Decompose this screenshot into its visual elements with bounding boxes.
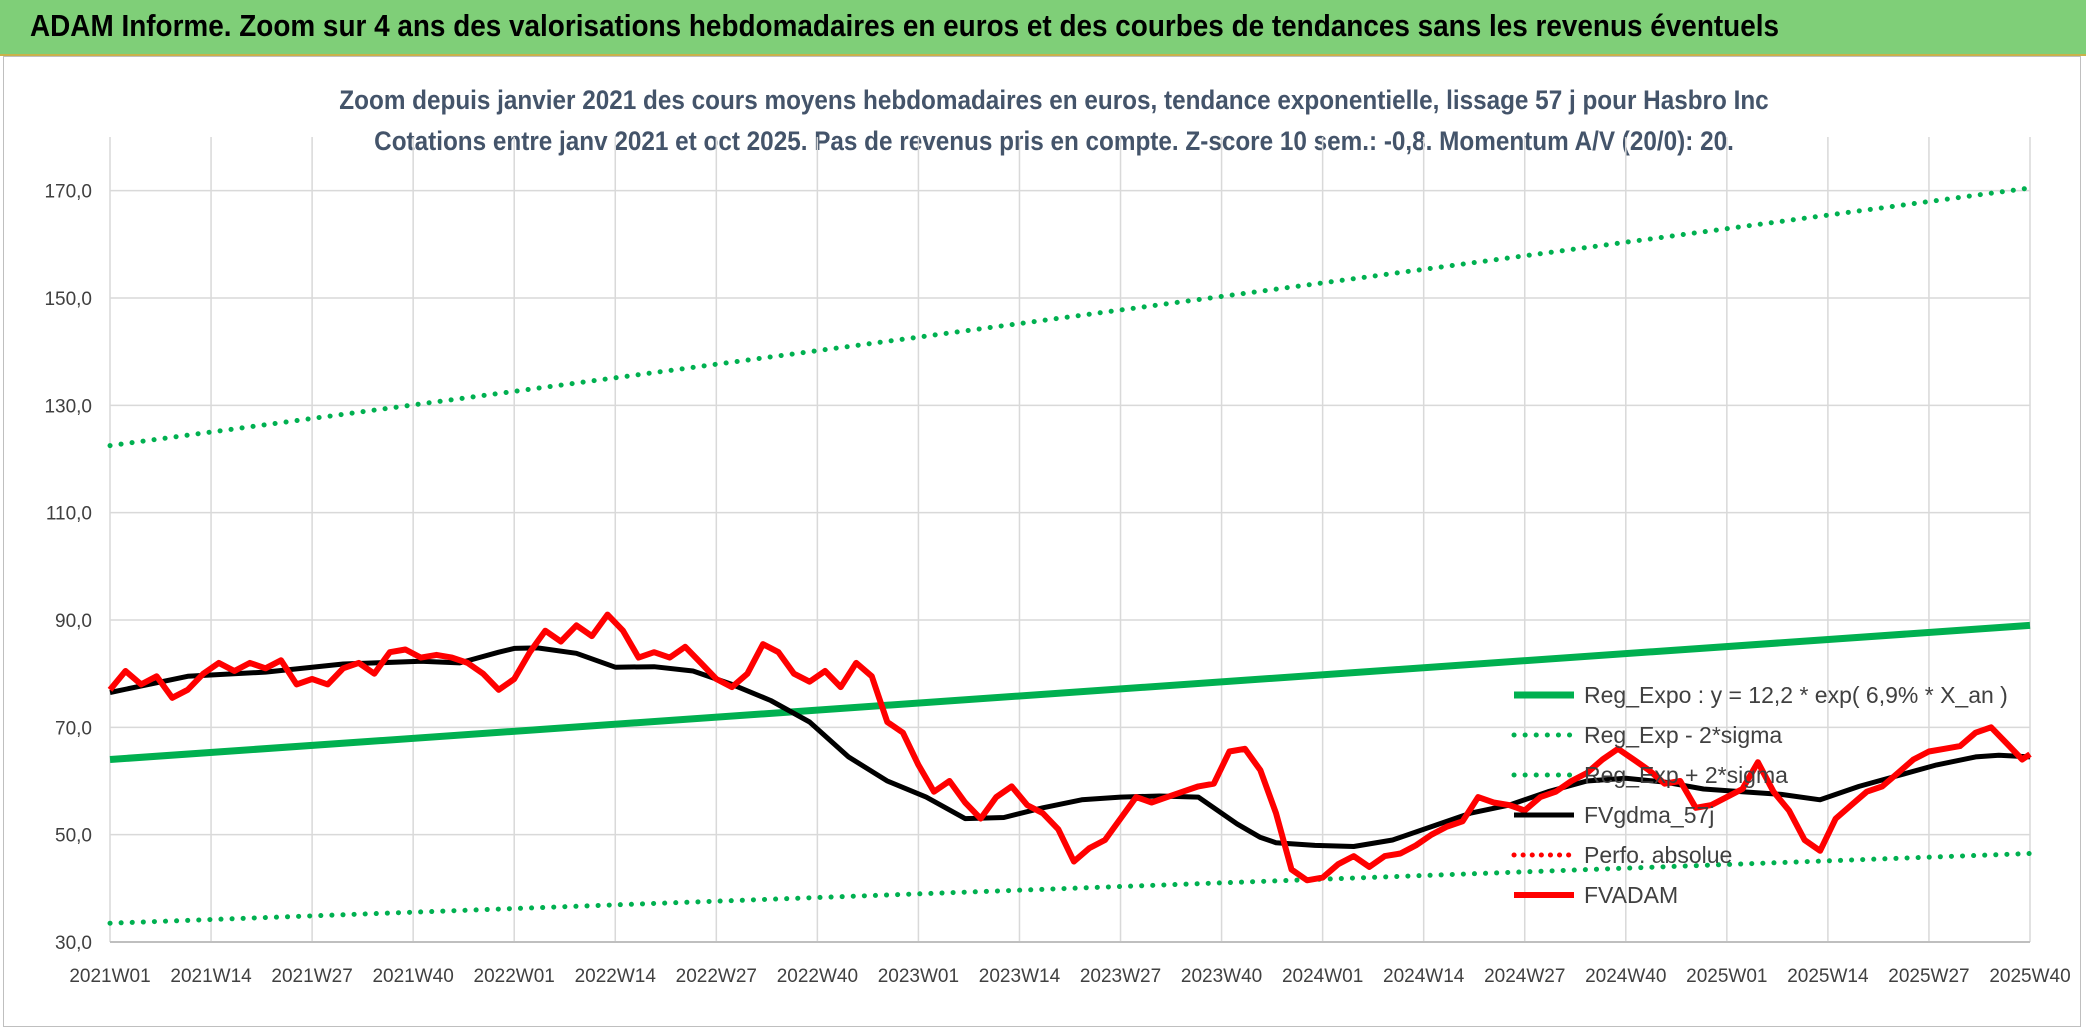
grid-lines (109, 137, 2031, 943)
legend-label: Reg_Exp + 2*sigma (1584, 762, 1788, 788)
x-tick-label: 2025W14 (1787, 966, 1869, 987)
x-tick-label: 2023W01 (878, 966, 959, 987)
x-tick-label: 2024W14 (1383, 966, 1465, 987)
chart-svg: Zoom depuis janvier 2021 des cours moyen… (44, 86, 2070, 987)
x-tick-label: 2023W40 (1181, 966, 1262, 987)
y-tick-label: 50,0 (55, 826, 92, 847)
x-tick-label: 2023W27 (1080, 966, 1161, 987)
series-line-reg-exp-2-sigma (107, 185, 2033, 449)
x-tick-label: 2021W01 (69, 966, 150, 987)
y-tick-label: 90,0 (55, 611, 92, 632)
legend-label: FVADAM (1584, 882, 1678, 908)
y-tick-label: 70,0 (55, 718, 92, 739)
x-tick-label: 2022W27 (676, 966, 757, 987)
y-tick-label: 130,0 (44, 396, 92, 417)
series-line-reg-expo-y-12-2-exp-6-9-x-an (109, 621, 2031, 763)
chart-title: Zoom depuis janvier 2021 des cours moyen… (339, 86, 1768, 115)
y-tick-label: 110,0 (46, 504, 92, 525)
x-tick-label: 2023W14 (979, 966, 1061, 987)
x-tick-label: 2021W27 (271, 966, 352, 987)
axis-labels: 30,0 50,0 70,0 90,0 110,0 130,0 150,0 170,0 2021… (44, 182, 2070, 987)
legend-label: FVgdma_57j (1584, 802, 1714, 828)
x-tick-label: 2024W01 (1282, 966, 1363, 987)
x-tick-label: 2022W14 (575, 966, 657, 987)
legend-label: Reg_Expo : y = 12,2 * exp( 6,9% * X_an ) (1584, 682, 2008, 708)
chart-subtitle: Cotations entre janv 2021 et oct 2025. P… (374, 127, 1734, 156)
x-tick-label: 2021W40 (372, 966, 453, 987)
report-title: ADAM Informe. Zoom sur 4 ans des valoris… (30, 8, 1779, 43)
x-tick-label: 2025W40 (1989, 966, 2070, 987)
x-tick-label: 2021W14 (170, 966, 252, 987)
x-tick-label: 2024W40 (1585, 966, 1666, 987)
x-tick-label: 2025W01 (1686, 966, 1767, 987)
x-tick-label: 2022W01 (474, 966, 555, 987)
y-tick-label: 170,0 (44, 182, 92, 203)
legend: Reg_Expo : y = 12,2 * exp( 6,9% * X_an )… (1511, 682, 2008, 908)
y-tick-label: 150,0 (44, 289, 92, 310)
series-line-reg-exp-2-sigma (107, 851, 2033, 926)
x-tick-label: 2022W40 (777, 966, 858, 987)
x-tick-label: 2025W27 (1888, 966, 1969, 987)
series-line-fvadam (107, 611, 2032, 884)
legend-label: Reg_Exp - 2*sigma (1584, 722, 1782, 748)
report-banner: ADAM Informe. Zoom sur 4 ans des valoris… (0, 0, 2086, 56)
series-lines (107, 185, 2033, 926)
chart-area: Zoom depuis janvier 2021 des cours moyen… (3, 56, 2081, 1027)
x-tick-label: 2024W27 (1484, 966, 1565, 987)
legend-label: Perfo. absolue (1584, 842, 1732, 868)
y-tick-label: 30,0 (55, 933, 92, 954)
